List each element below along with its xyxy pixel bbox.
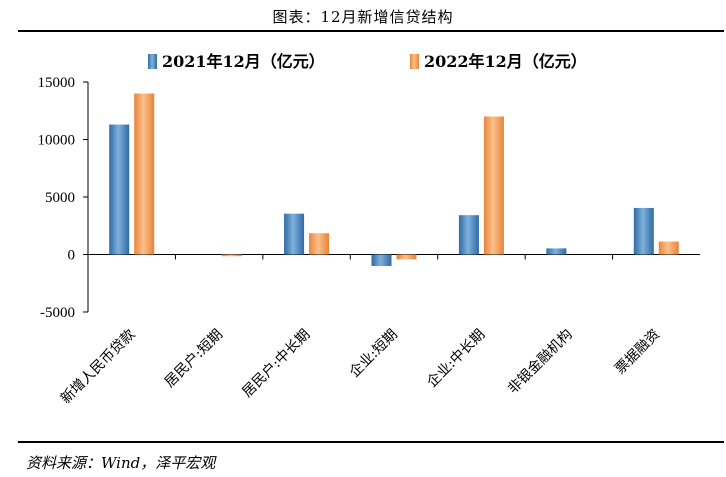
category-label: 企业:短期 — [346, 326, 401, 381]
bar-series1 — [284, 213, 305, 255]
category-label: 企业:中长期 — [423, 326, 488, 391]
category-label: 新增人民币贷款 — [58, 327, 139, 408]
category-label: 票据融资 — [612, 327, 663, 378]
chart-title: 图表：12月新增信贷结构 — [272, 8, 454, 26]
y-tick-label: -5000 — [40, 305, 75, 321]
top-rule — [18, 30, 724, 32]
y-tick-label: 10000 — [38, 133, 76, 149]
legend-swatch — [148, 54, 157, 69]
legend-swatch — [410, 54, 419, 69]
bar-series2 — [658, 241, 679, 255]
category-label: 居民户:中长期 — [239, 326, 314, 401]
bar-series2 — [483, 116, 504, 255]
legend-label: 2022年12月（亿元） — [424, 52, 587, 71]
bar-series1 — [458, 215, 479, 255]
bottom-rule — [18, 441, 724, 443]
bar-series1 — [546, 248, 567, 255]
y-tick-label: 0 — [68, 248, 76, 264]
legend-label: 2021年12月（亿元） — [162, 52, 325, 71]
bar-series1 — [109, 124, 130, 255]
source-note: 资料来源：Wind，泽平宏观 — [26, 454, 216, 472]
bar-series2 — [221, 254, 242, 257]
category-label: 非银金融机构 — [505, 327, 576, 398]
category-label: 居民户:短期 — [161, 326, 226, 391]
bar-series2 — [396, 254, 417, 260]
bar-series2 — [134, 93, 155, 255]
y-tick-label: 15000 — [38, 75, 76, 91]
bar-series1 — [633, 207, 654, 255]
bar-series1 — [371, 254, 392, 266]
bar-chart: 15000 10000 5000 0 -5000 新增人民币贷款 居民户:短期 居民户:中长期… — [38, 52, 700, 408]
y-tick-label: 5000 — [45, 190, 75, 206]
bar-series2 — [309, 233, 330, 255]
